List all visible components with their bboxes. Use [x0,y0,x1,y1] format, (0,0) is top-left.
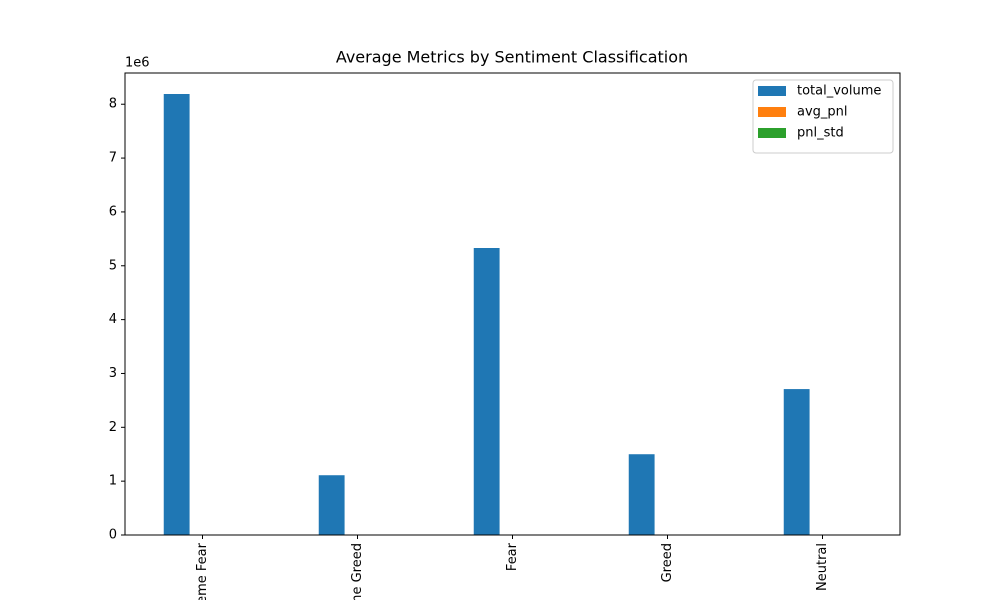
x-tick-label: Extreme Greed [350,543,365,600]
legend-label: total_volume [797,84,881,99]
x-tick-label: Fear [505,542,520,571]
legend-label: pnl_std [797,126,844,141]
bar [628,454,655,535]
y-tick-label: 2 [109,420,117,435]
y-tick-label: 6 [109,204,117,219]
y-tick-label: 8 [109,97,117,112]
legend-label: avg_pnl [797,105,848,120]
y-tick-label: 5 [109,258,117,273]
x-tick-label: Neutral [815,543,830,591]
bar [783,389,810,535]
y-tick-label: 0 [109,528,117,543]
y-tick-label: 1 [109,474,117,489]
legend-frame [752,79,894,154]
legend: total_volume avg_pnl pnl_std [752,79,894,154]
y-tick-label: 4 [109,312,117,327]
plot-frame [124,72,901,536]
bar [318,475,345,535]
y-offset-label: 1e6 [125,56,150,71]
y-tick-label: 3 [109,366,117,381]
bar [163,94,190,535]
legend-swatch [758,107,786,117]
chart-title: Average Metrics by Sentiment Classificat… [336,48,688,67]
y-tick-label: 7 [109,151,117,166]
legend-swatch [758,128,786,138]
x-tick-label: Extreme Fear [195,542,210,600]
legend-swatch [758,86,786,96]
x-tick-label: Greed [660,543,675,582]
bar [473,248,500,535]
